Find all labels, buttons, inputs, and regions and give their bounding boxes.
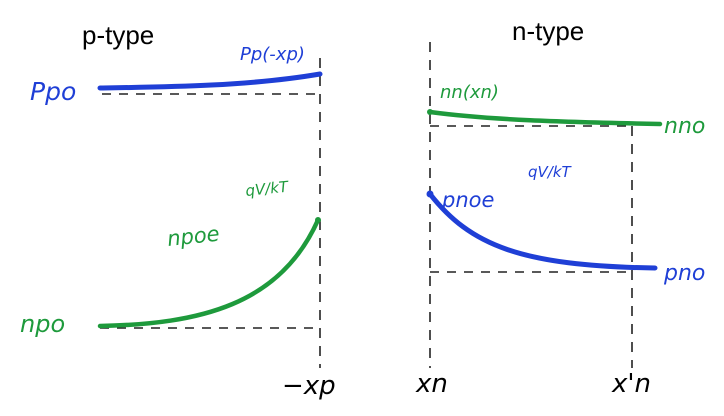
hole-edge-point [426,190,434,198]
ppo-label: Ppo [30,77,76,106]
nno-label: nno [664,114,705,139]
axis-label-neg-xp: −xp [282,371,336,401]
pno-exp-label: pnoe [441,188,494,212]
electron-n-edge-point [427,109,433,115]
axis-label-xn-prime: x'n [611,369,651,399]
p-side-electron-curve [97,217,321,329]
n-side-electron-curve [427,109,663,127]
nn-edge-label: nn(xn) [440,82,499,103]
p-side-hole-curve [97,71,323,91]
electron-edge-point [315,217,321,223]
pno-label: pno [663,261,705,286]
pno-exp-exponent: qV/kT [528,163,573,181]
n-side-hole-curve [427,191,658,271]
pp-edge-label: Pp(-xp) [240,44,305,65]
axis-label-xn: xn [415,369,448,399]
npo-exp-exponent: qV/kT [245,177,291,200]
p-type-heading: p-type [82,20,154,50]
npo-label: npo [20,310,65,338]
npo-exp-label: npoe [166,222,221,251]
n-type-heading: n-type [512,16,584,46]
